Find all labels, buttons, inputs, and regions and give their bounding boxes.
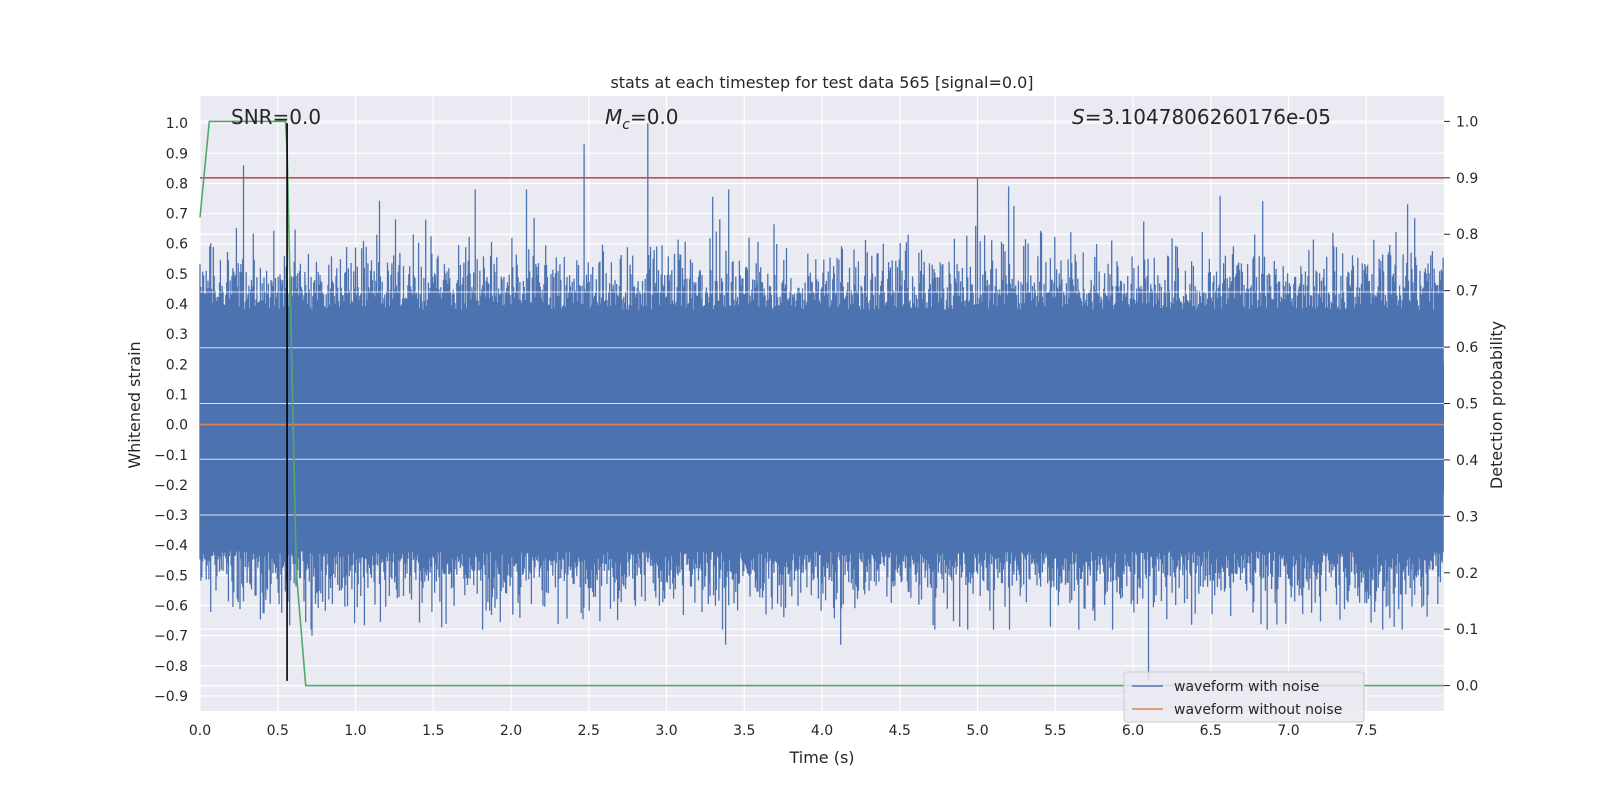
y-tick-label: 0.5 [166,267,188,283]
chirp-mass-value: =0.0 [630,105,679,129]
noise-trace [199,123,1444,681]
legend-label-waveform-without-noise: waveform without noise [1174,702,1342,718]
x-tick-label: 2.0 [500,723,522,739]
y-tick-label: 0.7 [166,207,188,223]
y-tick-label: −0.9 [154,689,188,705]
chirp-mass-annotation: Mc=0.0 [605,105,679,133]
y-tick-label: −0.6 [154,598,188,614]
y-tick-label: −0.7 [154,629,188,645]
series-waveform-with-noise [199,123,1444,681]
x-tick-label: 1.5 [422,723,444,739]
x-tick-label: 5.5 [1044,723,1066,739]
legend-label-waveform-with-noise: waveform with noise [1174,679,1319,695]
y-tick-label: 0.2 [166,357,188,373]
x-tick-label: 2.5 [578,723,600,739]
y2-tick-label: 1.0 [1456,114,1478,130]
y2-tick-label: 0.0 [1456,679,1478,695]
x-tick-label: 6.0 [1122,723,1144,739]
statistic-symbol: S [1072,105,1085,129]
y-tick-label: 0.9 [166,146,188,162]
y-tick-label: −0.1 [154,448,188,464]
x-tick-label: 7.0 [1277,723,1299,739]
x-tick-label: 3.5 [733,723,755,739]
y2-tick-label: 0.4 [1456,453,1478,469]
y-tick-label: −0.3 [154,508,188,524]
x-tick-label: 4.0 [811,723,833,739]
statistic-value: =3.1047806260176e-05 [1085,105,1331,129]
x-tick-label: 0.0 [189,723,211,739]
y-tick-label: 1.0 [166,116,188,132]
y-tick-label: 0.4 [166,297,188,313]
x-axis-label: Time (s) [788,748,854,767]
ticks: 1.0 0.9 0.8 0.7 0.6 0.5 0.4 0.3 0.2 0.1 0.0 −0.1 −0.… [154,114,1478,739]
x-tick-label: 1.0 [344,723,366,739]
y-tick-label: −0.8 [154,659,188,675]
x-tick-label: 7.5 [1355,723,1377,739]
y2-tick-label: 0.9 [1456,171,1478,187]
y2-tick-label: 0.2 [1456,566,1478,582]
y2-tick-label: 0.6 [1456,340,1478,356]
y2-tick-label: 0.8 [1456,227,1478,243]
chirp-mass-symbol: M [605,105,622,129]
statistic-annotation: S=3.1047806260176e-05 [1072,105,1331,129]
y-tick-label: 0.8 [166,176,188,192]
legend: waveform with noise waveform without noi… [1123,671,1365,723]
x-tick-label: 6.5 [1200,723,1222,739]
x-tick-label: 5.0 [966,723,988,739]
y2-tick-label: 0.5 [1456,397,1478,413]
y-tick-label: −0.4 [154,538,188,554]
x-tick-label: 3.0 [655,723,677,739]
legend-box [1123,671,1365,723]
y-tick-label: −0.5 [154,568,188,584]
y2-tick-label: 0.7 [1456,284,1478,300]
line-detection-probability [199,120,1444,687]
y-axis-label: Whitened strain [125,341,144,468]
y-tick-label: 0.3 [166,327,188,343]
y2-axis-label: Detection probability [1487,321,1506,489]
y-tick-label: 0.6 [166,237,188,253]
y2-tick-label: 0.3 [1456,509,1478,525]
series-lines [199,120,1444,687]
snr-annotation: SNR=0.0 [231,105,321,129]
x-tick-label: 4.5 [889,723,911,739]
chart-title: stats at each timestep for test data 565… [610,73,1033,92]
chirp-mass-subscript: c [622,117,630,133]
y-tick-label: 0.1 [166,387,188,403]
y2-tick-label: 0.1 [1456,622,1478,638]
x-tick-label: 0.5 [267,723,289,739]
y-tick-label: −0.2 [154,478,188,494]
y-tick-label: 0.0 [166,418,188,434]
